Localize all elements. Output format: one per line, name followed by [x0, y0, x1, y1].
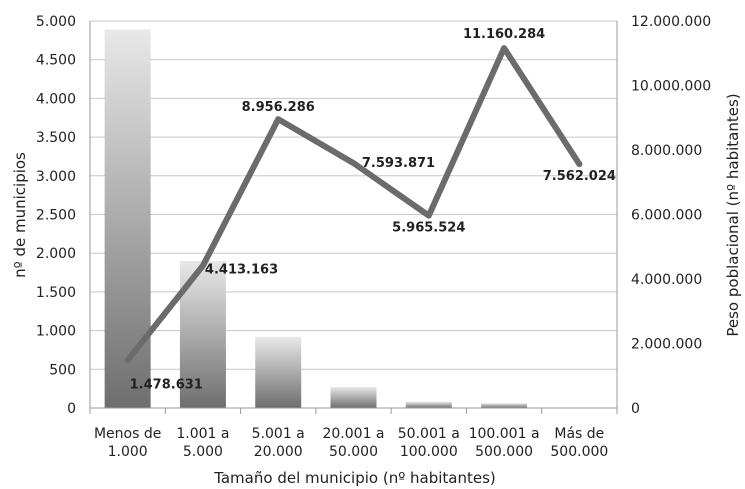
line-data-label: 11.160.284: [463, 27, 545, 42]
line-data-label: 4.413.163: [205, 263, 278, 278]
x-tick-label: 100.001 a 500.000: [469, 426, 540, 460]
y-axis-right-title: Peso poblacional (nº habitantes): [724, 93, 742, 336]
x-axis-title: Tamaño del municipio (nº habitantes): [213, 469, 496, 487]
line-data-label: 8.956.286: [242, 100, 315, 115]
x-tick-label: Menos de 1.000: [94, 426, 161, 460]
y-right-tick-label: 6.000.000: [631, 208, 702, 224]
line-data-label: 1.478.631: [130, 377, 203, 392]
bar: [255, 336, 302, 408]
y-axis-left-title: nº de municipios: [11, 152, 29, 278]
line-path: [124, 45, 583, 364]
line-data-label: 7.593.871: [362, 156, 435, 171]
y-left-tick-label: 4.500: [36, 53, 76, 69]
y-right-tick-label: 2.000.000: [631, 337, 702, 353]
y-left-tick-label: 4.000: [36, 91, 76, 107]
y-left-tick-label: 5.000: [36, 14, 76, 30]
bar: [104, 29, 151, 408]
y-right-tick-label: 8.000.000: [631, 143, 702, 159]
y-right-tick-label: 4.000.000: [631, 272, 702, 288]
tick-labels: 0 500 1.000 1.500 2.000 2.500 3.000 3.500 4.000 4…: [36, 14, 711, 460]
x-tick-label: 1.001 a 5.000: [176, 426, 229, 460]
y-right-tick-label: 10.000.000: [631, 79, 711, 95]
data-labels: 1.478.631 4.413.163 8.956.286 7.593.871 5.96…: [130, 27, 616, 392]
gridlines: [90, 20, 617, 370]
bar: [330, 387, 377, 408]
x-tick-label: 5.001 a 20.000: [252, 426, 305, 460]
y-left-tick-label: 2.500: [36, 208, 76, 224]
line-series: [124, 45, 583, 364]
axes: [89, 21, 618, 414]
line-data-label: 5.965.524: [392, 221, 465, 236]
x-tick-label: Más de 500.000: [550, 426, 608, 460]
bar: [481, 403, 528, 408]
line-data-label: 7.562.024: [543, 169, 616, 184]
x-tick-label: 20.001 a 50.000: [322, 426, 384, 460]
y-right-tick-label: 0: [631, 401, 640, 417]
y-left-tick-label: 500: [49, 362, 76, 378]
bar: [405, 401, 452, 408]
x-tick-label: 50.001 a 100.000: [398, 426, 460, 460]
y-right-tick-label: 12.000.000: [631, 14, 711, 30]
y-left-tick-label: 3.000: [36, 169, 76, 185]
y-left-tick-label: 1.500: [36, 285, 76, 301]
y-left-tick-label: 0: [67, 401, 76, 417]
y-left-tick-label: 1.000: [36, 324, 76, 340]
y-left-tick-label: 3.500: [36, 130, 76, 146]
y-left-tick-label: 2.000: [36, 246, 76, 262]
